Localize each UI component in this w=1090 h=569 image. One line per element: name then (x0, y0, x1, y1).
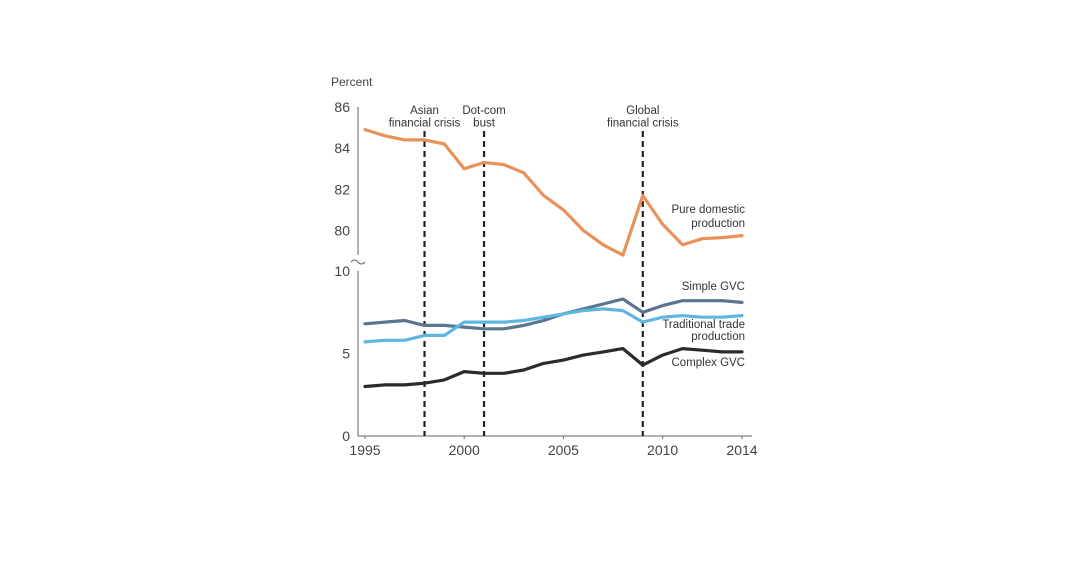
labels: Pure domestic production Simple GVC Traditi… (662, 204, 745, 369)
y-tick-label: 84 (334, 140, 350, 156)
series-line (363, 307, 744, 344)
x-tick-label: 2000 (449, 442, 480, 458)
y-tick-label: 10 (334, 263, 350, 279)
series-label: Simple GVC (682, 281, 745, 293)
y-tick-label: 86 (334, 99, 350, 115)
axis-break (350, 259, 366, 265)
series-line (363, 347, 744, 389)
series-lines (363, 128, 744, 389)
y-tick-label: 0 (342, 428, 350, 444)
x-tick-label: 2005 (548, 442, 579, 458)
series-line (363, 297, 744, 331)
series-label: production (691, 218, 745, 230)
series-label: production (691, 331, 745, 343)
crisis-annotation: financial crisis (607, 118, 679, 130)
y-tick-label: 82 (334, 181, 350, 197)
y-tick-label: 5 (342, 346, 350, 362)
y-axis-label: Percent (331, 75, 373, 89)
crisis-annotation: Dot-com (462, 105, 505, 117)
series-label: Pure domestic (671, 204, 745, 216)
crisis-annotation: Global (626, 105, 659, 117)
x-tick-label: 1995 (349, 442, 380, 458)
series-line (363, 128, 744, 257)
crisis-annotation: bust (473, 118, 496, 130)
crisis-annotation: financial crisis (389, 118, 461, 130)
x-tick-label: 2014 (726, 442, 757, 458)
series-label: Traditional trade (662, 319, 745, 331)
series-label: Complex GVC (672, 357, 746, 369)
y-tick-label: 80 (334, 222, 350, 238)
x-tick-label: 2010 (647, 442, 678, 458)
axes: 80 82 84 86 0 5 10 1995 2000 2005 2010 2014 (334, 99, 757, 458)
crisis-annotation: Asian (410, 105, 439, 117)
